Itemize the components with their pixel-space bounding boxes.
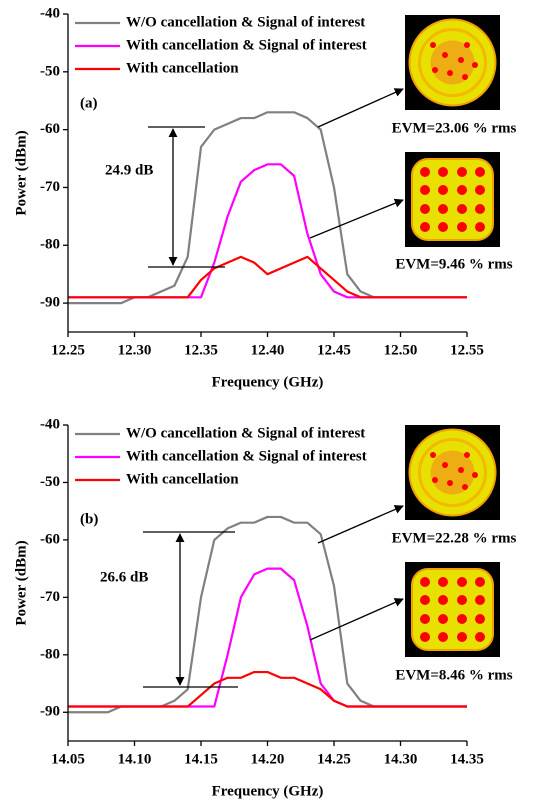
evm-label: EVM=8.46 % rms — [395, 667, 512, 683]
figure: -40 -50 -60 -70 -80 -90 12.25 12.30 12.35 12.40 12… — [0, 0, 538, 805]
y-tick-label: -80 — [40, 237, 60, 253]
x-tick-label: 14.10 — [118, 751, 152, 767]
constellation — [405, 425, 500, 520]
constellation — [405, 152, 500, 247]
x-tick-label: 12.35 — [184, 342, 218, 358]
y-tick-label: -60 — [40, 531, 60, 547]
panel-label: (a) — [80, 95, 98, 111]
y-tick-label: -90 — [40, 295, 60, 311]
y-tick-label: -70 — [40, 589, 60, 605]
difference-label: 26.6 dB — [100, 569, 148, 585]
x-tick-label: 14.05 — [51, 751, 85, 767]
x-tick-label: 14.35 — [450, 751, 484, 767]
x-tick-label: 14.30 — [384, 751, 418, 767]
panel-label: (b) — [80, 511, 98, 527]
page: -40 -50 -60 -70 -80 -90 12.25 12.30 12.35 12.40 12… — [0, 0, 538, 805]
y-tick-label: -80 — [40, 646, 60, 662]
x-tick-label: 12.25 — [51, 342, 85, 358]
pointer-arrow — [310, 200, 403, 238]
y-tick-label: -60 — [40, 121, 60, 137]
y-axis-title: Power (dBm) — [13, 540, 29, 625]
difference-label: 24.9 dB — [105, 162, 153, 178]
legend-label: With cancellation & Signal of interest — [126, 448, 367, 464]
y-tick-label: -40 — [40, 416, 60, 432]
x-tick-label: 12.40 — [251, 342, 285, 358]
legend-label: W/O cancellation & Signal of interest — [126, 425, 365, 441]
x-axis-title: Frequency (GHz) — [212, 783, 324, 799]
y-axis-title: Power (dBm) — [13, 130, 29, 215]
pointer-arrow — [310, 599, 403, 640]
evm-label: EVM=9.46 % rms — [395, 256, 512, 272]
legend-label: With cancellation — [126, 60, 239, 76]
y-tick-label: -70 — [40, 179, 60, 195]
x-axis-title: Frequency (GHz) — [212, 374, 324, 390]
pointer-arrow — [318, 506, 403, 543]
x-tick-label: 12.55 — [450, 342, 484, 358]
evm-label: EVM=22.28 % rms — [392, 530, 517, 546]
y-tick-label: -50 — [40, 63, 60, 79]
x-tick-label: 14.15 — [184, 751, 218, 767]
legend-label: With cancellation — [126, 471, 239, 487]
x-tick-label: 14.25 — [317, 751, 351, 767]
x-tick-label: 14.20 — [251, 751, 285, 767]
y-tick-label: -40 — [40, 5, 60, 21]
x-tick-label: 12.30 — [118, 342, 152, 358]
x-tick-label: 12.45 — [317, 342, 351, 358]
legend-label: W/O cancellation & Signal of interest — [126, 14, 365, 30]
y-tick-label: -90 — [40, 704, 60, 720]
y-tick-label: -50 — [40, 474, 60, 490]
legend-label: With cancellation & Signal of interest — [126, 37, 367, 53]
evm-label: EVM=23.06 % rms — [392, 120, 517, 136]
constellation — [405, 562, 500, 657]
constellation — [405, 15, 500, 110]
x-tick-label: 12.50 — [384, 342, 418, 358]
pointer-arrow — [318, 89, 403, 127]
